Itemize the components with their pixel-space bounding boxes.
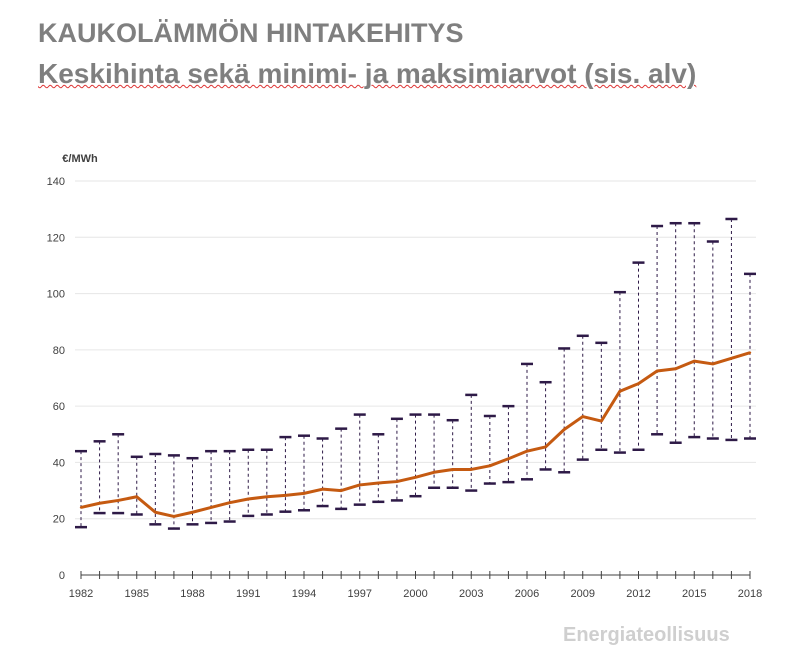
- x-tick-label: 1997: [348, 588, 372, 600]
- chart-title: KAUKOLÄMMÖN HINTAKEHITYS: [38, 18, 464, 48]
- average-point: [470, 468, 473, 471]
- x-tick-label: 1991: [236, 588, 260, 600]
- average-point: [674, 367, 677, 370]
- average-point: [284, 494, 287, 497]
- x-tick-label: 1994: [292, 588, 316, 600]
- average-point: [395, 480, 399, 483]
- average-point: [581, 415, 584, 418]
- y-tick-label: 100: [47, 289, 65, 301]
- x-tick-label: 2000: [403, 588, 427, 600]
- average-point: [507, 457, 510, 460]
- y-tick-label: 140: [47, 176, 65, 188]
- average-point: [79, 506, 83, 509]
- average-point: [600, 419, 603, 423]
- y-tick-label: 60: [53, 401, 65, 413]
- average-point: [228, 501, 231, 504]
- average-point: [154, 511, 157, 514]
- average-point: [209, 506, 213, 509]
- y-axis-label: €/MWh: [62, 153, 98, 165]
- x-tick-label: 2015: [682, 588, 706, 600]
- y-tick-label: 40: [53, 457, 65, 469]
- average-point: [339, 489, 343, 492]
- average-point: [451, 468, 454, 471]
- y-tick-label: 80: [53, 345, 65, 357]
- average-point: [693, 359, 696, 363]
- average-point: [637, 382, 640, 385]
- average-point: [98, 502, 101, 505]
- x-tick-label: 1985: [125, 588, 149, 600]
- average-point: [321, 487, 324, 491]
- average-point: [191, 511, 194, 514]
- average-point: [711, 362, 715, 366]
- y-tick-label: 0: [59, 570, 65, 582]
- average-point: [135, 495, 138, 498]
- average-point: [525, 449, 529, 453]
- average-point: [748, 351, 752, 354]
- x-tick-label: 2003: [459, 588, 483, 600]
- average-point: [562, 428, 566, 431]
- x-tick-label: 1982: [69, 588, 93, 600]
- average-point: [247, 497, 250, 501]
- y-tick-label: 20: [53, 514, 65, 526]
- average-point: [172, 515, 176, 518]
- average-point: [414, 476, 417, 479]
- y-tick-label: 120: [47, 232, 65, 244]
- x-tick-label: 2012: [626, 588, 650, 600]
- average-point: [655, 369, 659, 373]
- average-point: [116, 499, 120, 502]
- average-point: [488, 464, 492, 468]
- x-tick-label: 2018: [738, 588, 762, 600]
- x-tick-label: 2006: [515, 588, 539, 600]
- average-point: [377, 481, 380, 485]
- average-point: [730, 357, 733, 360]
- average-point: [358, 483, 361, 487]
- x-tick-label: 2009: [571, 588, 595, 600]
- brand-logo: Energiateollisuus: [563, 624, 730, 646]
- average-point: [432, 471, 436, 474]
- average-point: [265, 495, 269, 498]
- x-tick-label: 1988: [180, 588, 204, 600]
- average-point: [302, 492, 306, 495]
- chart-subtitle: Keskihinta sekä minimi- ja maksimiarvot …: [38, 58, 697, 89]
- average-point: [544, 445, 547, 449]
- average-point: [618, 390, 622, 393]
